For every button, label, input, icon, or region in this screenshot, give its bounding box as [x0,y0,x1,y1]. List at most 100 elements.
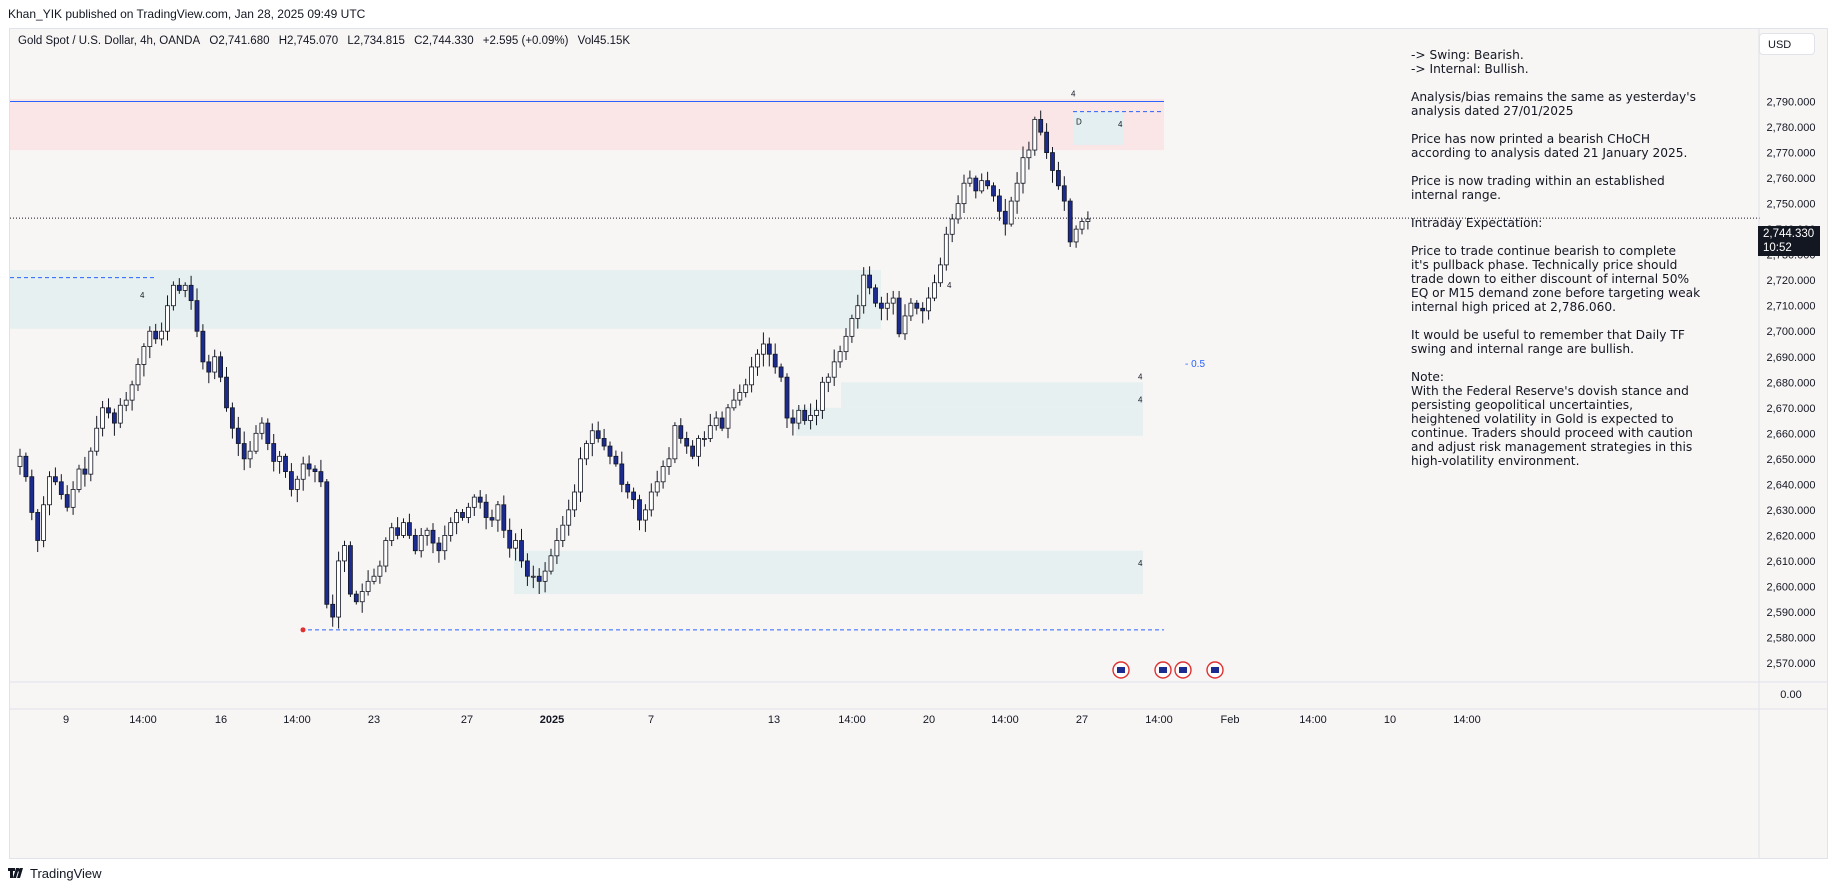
note-expectation: Price to trade continue bearish to compl… [1411,244,1701,314]
bull-candle [336,560,342,618]
bear-candle [347,545,353,595]
bull-candle [383,540,389,567]
bear-candle [58,481,64,495]
bull-candle [566,509,572,526]
time-tick-label: 14:00 [991,714,1019,726]
bull-candle [442,534,448,552]
bull-candle [170,284,176,307]
bull-candle [843,335,849,353]
price-tick-label: 2,620.000 [1767,530,1816,542]
bull-candle [212,356,218,373]
note-range: Price is now trading within an establish… [1411,174,1665,202]
bear-candle [106,407,111,414]
bear-candle [235,427,241,444]
bear-candle [501,504,507,531]
price-tick-label: 2,720.000 [1767,275,1816,287]
note-internal: -> Internal: Bullish. [1411,62,1529,76]
bull-candle [17,455,23,467]
price-tick-label: 2,700.000 [1767,326,1816,338]
bear-candle [601,438,607,447]
bull-candle [902,315,908,335]
bull-candle [707,425,713,439]
bull-candle [100,407,105,429]
bear-candle [631,491,636,501]
chart-annotation: D [1076,118,1082,127]
bear-candle [997,195,1002,212]
bull-candle [94,427,100,452]
bull-candle [943,233,949,266]
bear-candle [637,499,642,521]
bull-candle [294,478,300,490]
bear-candle [920,307,926,312]
bear-candle [153,330,159,340]
price-tick-label: 2,680.000 [1767,377,1816,389]
supply-zone [10,99,1164,151]
bull-candle [666,458,672,467]
bull-candle [253,432,259,452]
currency-selector[interactable]: USD [1759,33,1815,55]
bull-candle [424,529,430,536]
bear-candle [188,284,194,302]
bull-candle [849,318,855,337]
chart-pane[interactable]: 2,570.000 2,580.000 2,590.000 2,600.000 2,61… [9,28,1828,859]
bull-candle [938,264,943,284]
bear-candle [607,445,613,457]
bear-candle [241,443,247,460]
price-tick-label: 2,690.000 [1767,352,1816,364]
bear-candle [412,534,418,552]
bear-candle [1002,210,1008,225]
bull-candle [814,409,819,416]
price-chart[interactable]: 2,570.000 2,580.000 2,590.000 2,600.000 2,61… [10,29,1827,858]
time-tick-label: 23 [368,714,380,726]
bull-candle [141,346,147,365]
bull-candle [448,522,454,536]
bull-candle [1020,157,1026,184]
bull-candle [548,555,554,572]
bull-candle [182,284,188,291]
swing-low-marker [300,627,306,633]
bull-candle [961,182,967,205]
bear-candle [678,425,684,439]
bull-candle [359,591,365,603]
bull-candle [884,302,890,309]
bear-candle [395,527,401,536]
bear-candle [483,501,489,518]
bull-candle [796,409,802,424]
time-tick-label: 7 [648,714,654,726]
bull-candle [389,527,395,541]
bull-candle [147,330,153,347]
bear-candle [53,476,58,483]
bull-candle [837,351,843,363]
bear-candle [879,302,884,309]
bear-candle [229,407,235,429]
price-tick-label: 2,750.000 [1767,199,1816,211]
bull-candle [572,491,577,511]
bear-candle [766,343,772,355]
bull-candle [761,343,766,355]
symbol-title[interactable]: Gold Spot / U.S. Dollar, 4h, OANDA [18,35,201,47]
bear-candle [288,471,294,490]
bull-candle [342,545,347,562]
bear-candle [1038,119,1044,133]
ohlc-close: C2,744.330 [414,35,474,47]
bull-candle [755,353,760,368]
bull-candle [1032,119,1038,151]
bear-candle [873,287,878,304]
bear-candle [29,476,35,513]
footer-brand[interactable]: TradingView [8,866,102,881]
analysis-notes: -> Swing: Bearish. -> Internal: Bullish.… [1411,48,1721,482]
footer-brand-text: TradingView [30,866,102,881]
bear-candle [112,412,117,424]
bear-candle [973,177,979,192]
bear-candle [312,468,318,473]
price-tick-label: 2,590.000 [1767,607,1816,619]
bull-candle [749,366,754,386]
price-tick-label: 2,710.000 [1767,301,1816,313]
bull-candle [861,274,867,307]
bull-candle [949,218,955,235]
bull-candle [47,476,52,506]
bear-candle [430,529,436,544]
bull-candle [129,384,135,401]
last-price-value: 2,744.330 [1763,228,1815,240]
bear-candle [206,361,212,373]
